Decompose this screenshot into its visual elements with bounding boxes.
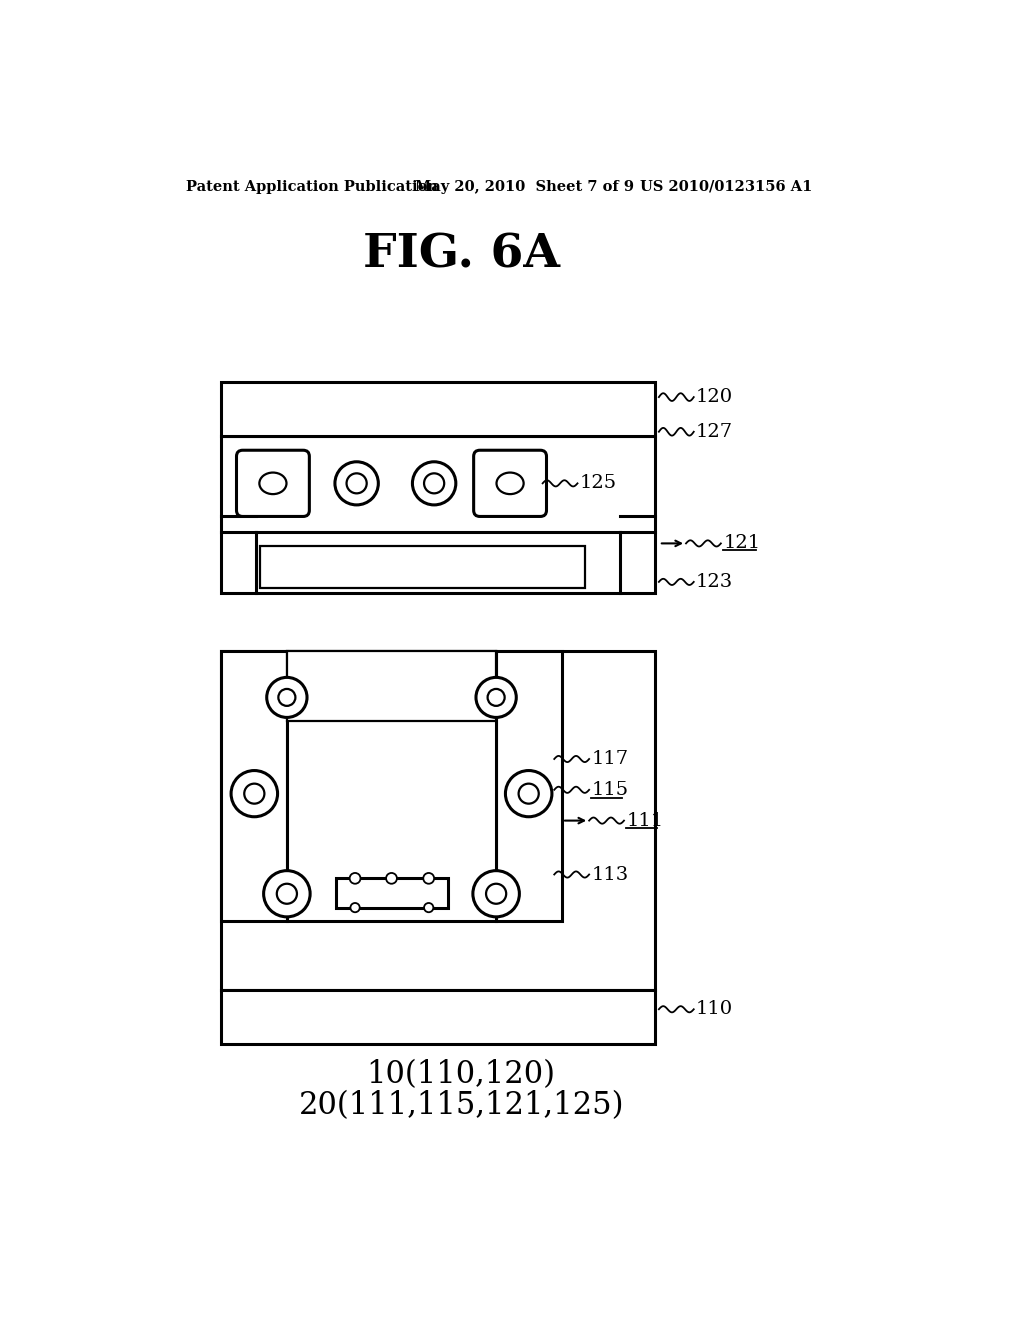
Text: 111: 111 [627, 812, 664, 829]
Circle shape [276, 884, 297, 904]
Bar [221, 651, 655, 990]
Text: 125: 125 [580, 474, 616, 492]
Text: 113: 113 [592, 866, 629, 883]
Text: 10(110,120): 10(110,120) [367, 1059, 556, 1090]
Circle shape [476, 677, 516, 718]
Text: 123: 123 [696, 573, 733, 591]
Text: FIG. 6A: FIG. 6A [362, 231, 560, 277]
Bar [496, 651, 562, 921]
Text: 115: 115 [592, 781, 629, 799]
FancyBboxPatch shape [474, 450, 547, 516]
Text: US 2010/0123156 A1: US 2010/0123156 A1 [640, 180, 812, 194]
Circle shape [506, 771, 552, 817]
Bar [221, 436, 655, 594]
Text: May 20, 2010  Sheet 7 of 9: May 20, 2010 Sheet 7 of 9 [415, 180, 634, 194]
Text: Patent Application Publication: Patent Application Publication [186, 180, 438, 194]
Text: 110: 110 [696, 1001, 733, 1018]
Circle shape [349, 873, 360, 884]
Text: 127: 127 [696, 422, 733, 441]
Text: 20(111,115,121,125): 20(111,115,121,125) [299, 1090, 624, 1121]
Bar [221, 990, 655, 1044]
Circle shape [245, 784, 264, 804]
Bar [260, 545, 586, 589]
Circle shape [413, 462, 456, 506]
Circle shape [518, 784, 539, 804]
Circle shape [279, 689, 295, 706]
Circle shape [424, 474, 444, 494]
Circle shape [386, 873, 397, 884]
Circle shape [231, 771, 278, 817]
Bar [221, 651, 287, 921]
Text: 117: 117 [592, 750, 629, 768]
Circle shape [487, 689, 505, 706]
Circle shape [424, 903, 433, 912]
Circle shape [486, 884, 506, 904]
Circle shape [346, 474, 367, 494]
Bar [287, 651, 496, 721]
Circle shape [335, 462, 378, 506]
Text: 120: 120 [696, 388, 733, 407]
Ellipse shape [259, 473, 287, 494]
Ellipse shape [497, 473, 523, 494]
Circle shape [473, 871, 519, 917]
Bar [336, 878, 449, 908]
FancyBboxPatch shape [237, 450, 309, 516]
Circle shape [350, 903, 359, 912]
Bar [287, 651, 496, 921]
Text: 121: 121 [723, 535, 761, 552]
Circle shape [263, 871, 310, 917]
Circle shape [423, 873, 434, 884]
Bar [221, 381, 655, 436]
Circle shape [266, 677, 307, 718]
